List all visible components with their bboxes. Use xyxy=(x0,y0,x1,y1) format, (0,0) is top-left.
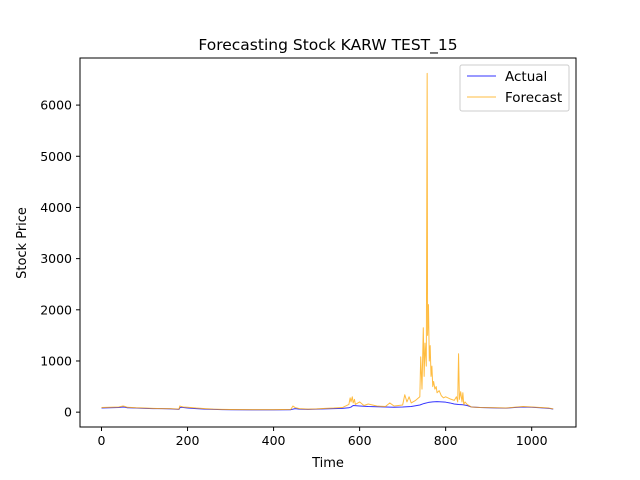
series-line-forecast xyxy=(101,72,554,411)
y-tick-label: 5000 xyxy=(40,149,72,164)
x-axis: 0 200 400 600 800 1000 xyxy=(98,427,548,448)
x-tick-label: 400 xyxy=(262,433,286,448)
y-axis: 0 1000 2000 3000 4000 5000 6000 xyxy=(40,98,80,420)
chart-title: Forecasting Stock KARW TEST_15 xyxy=(198,36,457,55)
x-axis-label: Time xyxy=(311,456,344,471)
legend-label-actual: Actual xyxy=(505,69,547,85)
x-tick-label: 0 xyxy=(98,433,106,448)
x-tick-label: 200 xyxy=(176,433,200,448)
y-axis-label: Stock Price xyxy=(15,207,30,279)
y-tick-label: 1000 xyxy=(40,353,72,368)
y-tick-label: 4000 xyxy=(40,200,72,215)
y-tick-label: 3000 xyxy=(40,251,72,266)
y-tick-label: 0 xyxy=(64,405,72,420)
plot-area xyxy=(101,72,554,411)
y-tick-label: 6000 xyxy=(40,98,72,113)
x-tick-label: 1000 xyxy=(516,433,548,448)
y-tick-label: 2000 xyxy=(40,302,72,317)
x-tick-label: 800 xyxy=(434,433,458,448)
legend-label-forecast: Forecast xyxy=(505,90,562,106)
x-tick-label: 600 xyxy=(348,433,372,448)
legend: Actual Forecast xyxy=(459,64,570,112)
plot-frame xyxy=(79,57,577,428)
